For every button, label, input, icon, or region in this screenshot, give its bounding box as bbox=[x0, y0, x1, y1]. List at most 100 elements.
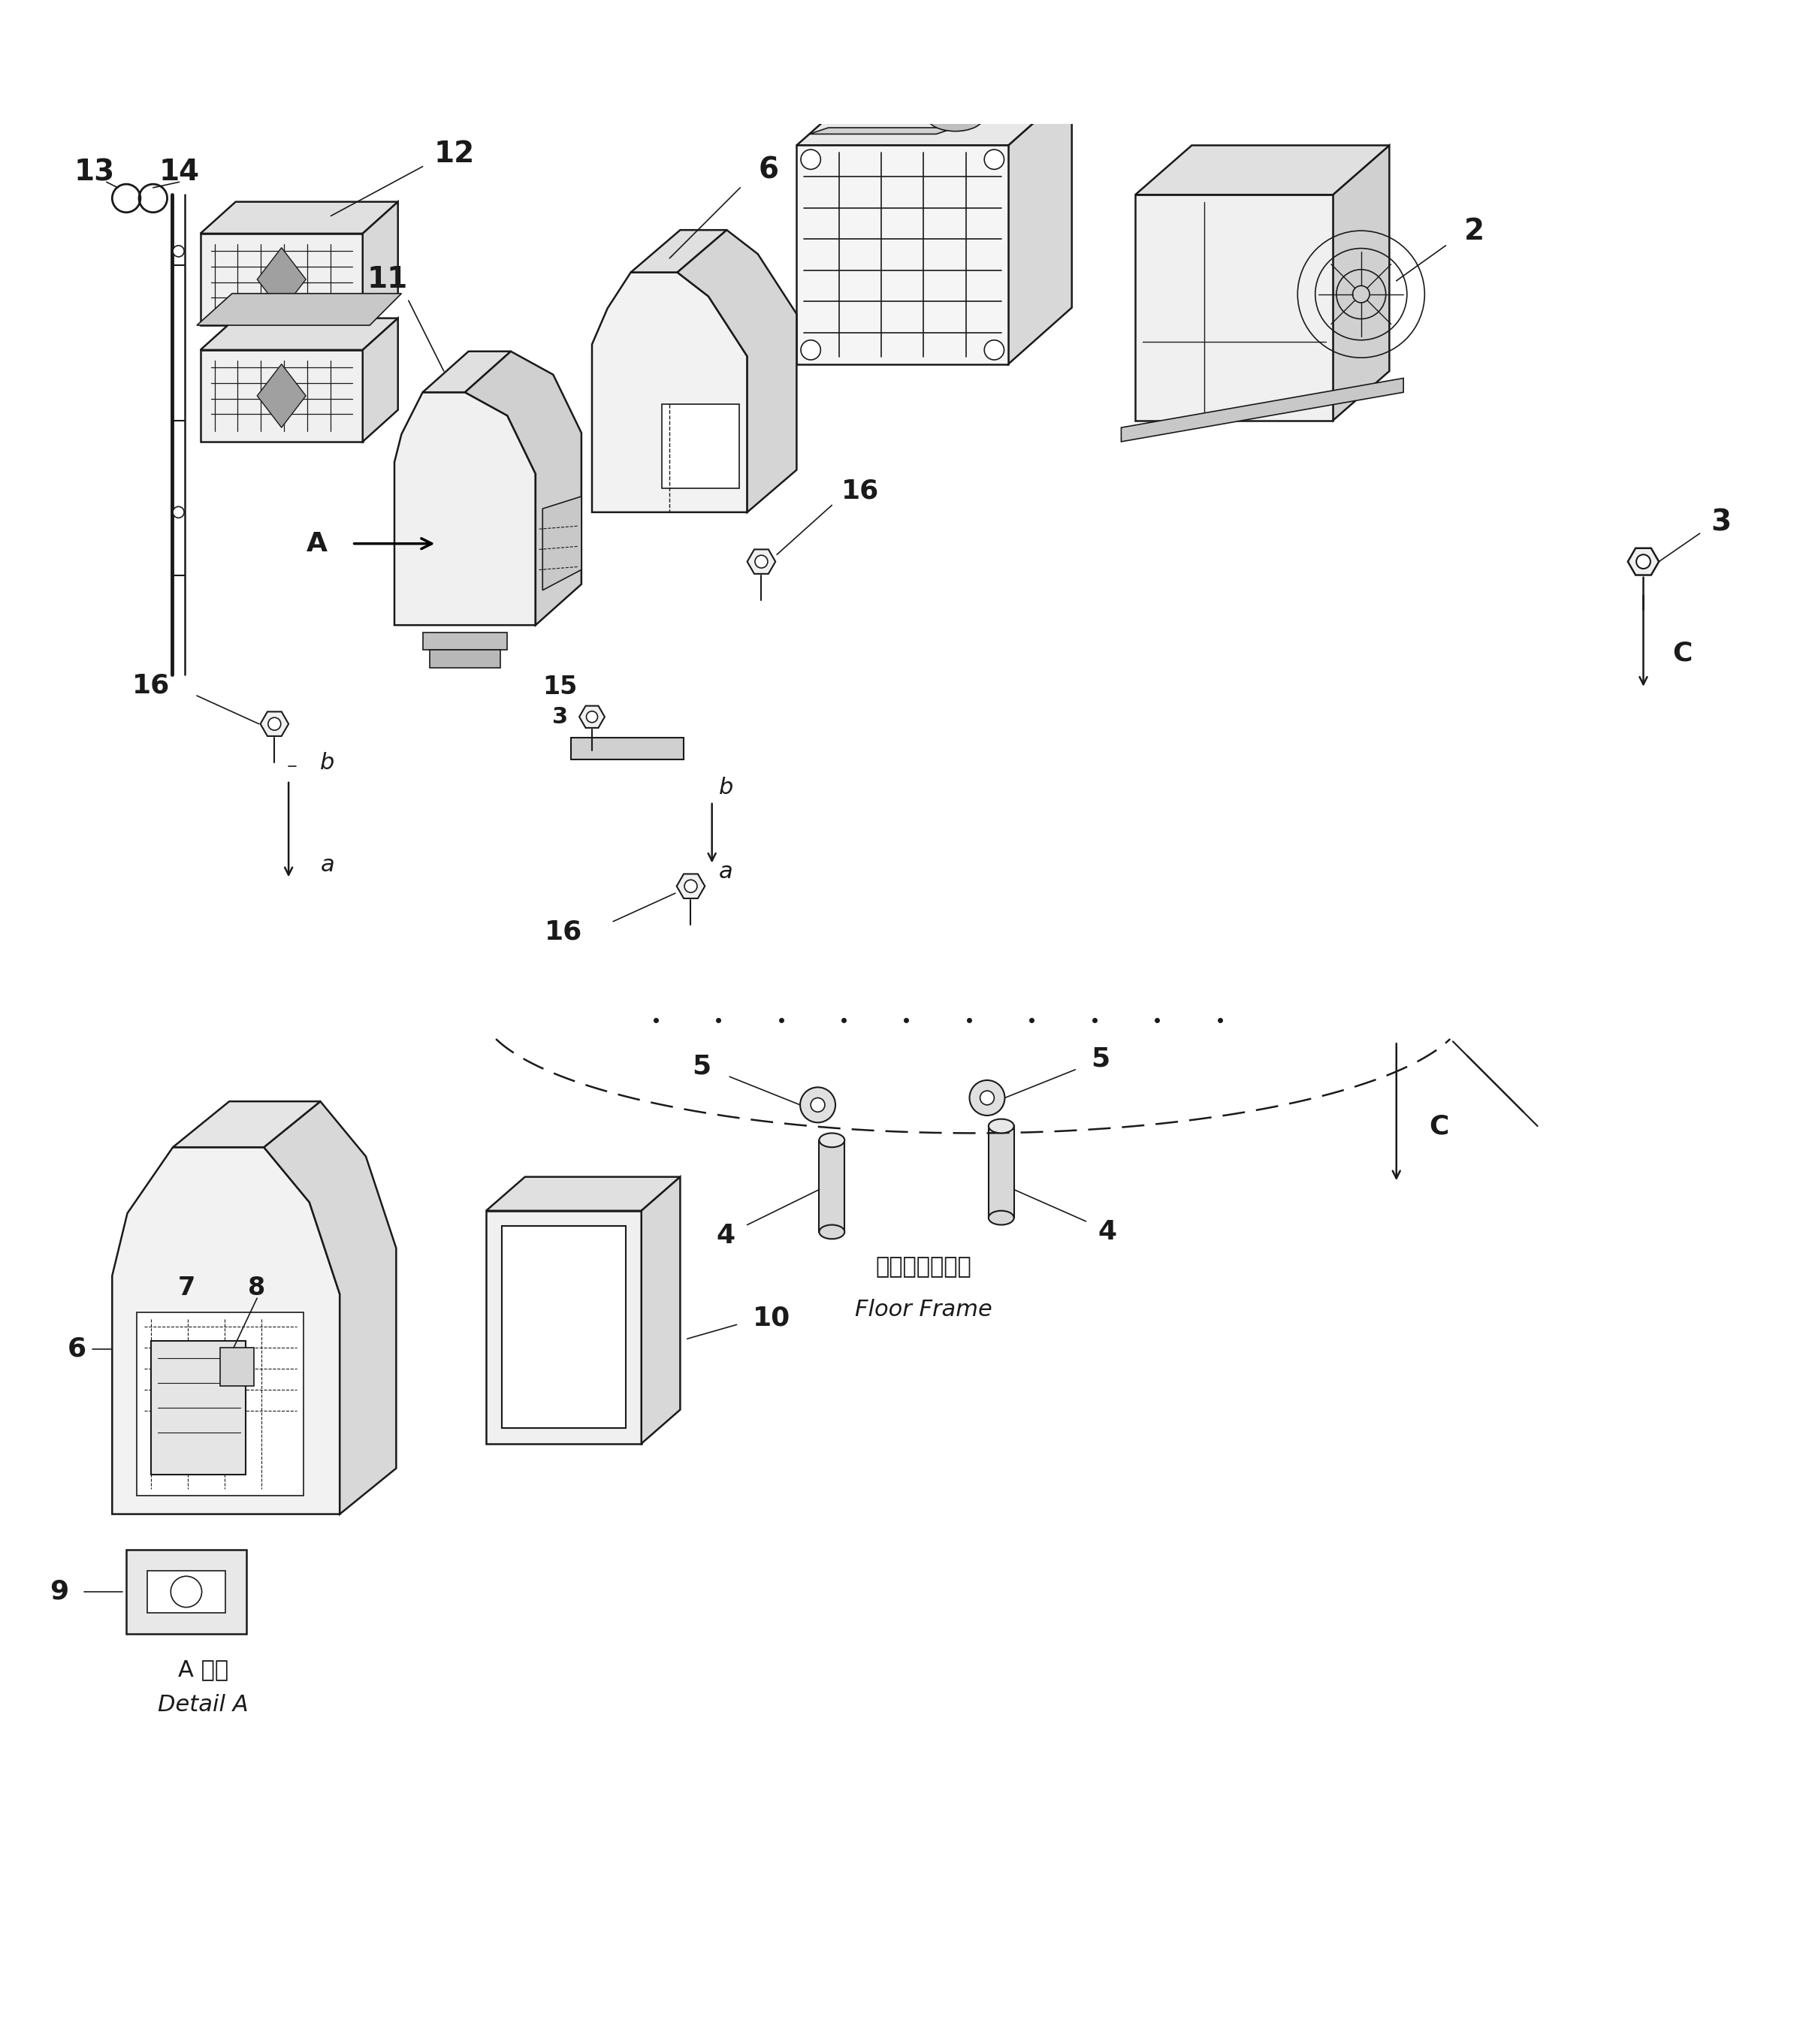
Text: 4: 4 bbox=[716, 1222, 736, 1249]
Circle shape bbox=[1636, 554, 1651, 568]
Circle shape bbox=[801, 339, 821, 360]
Text: 10: 10 bbox=[752, 1304, 790, 1331]
Text: Floor Frame: Floor Frame bbox=[855, 1298, 992, 1320]
Polygon shape bbox=[265, 1102, 396, 1515]
Text: 15: 15 bbox=[544, 675, 578, 699]
Text: 11: 11 bbox=[367, 266, 409, 294]
Polygon shape bbox=[464, 352, 581, 625]
Ellipse shape bbox=[988, 1118, 1013, 1132]
Polygon shape bbox=[200, 319, 398, 350]
Ellipse shape bbox=[927, 102, 983, 131]
Text: 16: 16 bbox=[545, 920, 583, 944]
Text: A 詳細: A 詳細 bbox=[178, 1658, 229, 1680]
Text: 7: 7 bbox=[178, 1275, 196, 1300]
Polygon shape bbox=[1627, 548, 1660, 574]
Text: 2: 2 bbox=[1463, 217, 1485, 245]
Circle shape bbox=[173, 245, 184, 258]
Bar bbox=[1170, 266, 1228, 286]
Polygon shape bbox=[630, 231, 727, 272]
Polygon shape bbox=[641, 1177, 680, 1443]
Circle shape bbox=[268, 717, 281, 730]
Circle shape bbox=[173, 507, 184, 517]
Text: a: a bbox=[320, 854, 335, 877]
Text: 16: 16 bbox=[841, 478, 878, 503]
Polygon shape bbox=[662, 405, 740, 489]
Text: 3: 3 bbox=[1710, 509, 1732, 538]
Polygon shape bbox=[747, 550, 776, 574]
Polygon shape bbox=[200, 233, 362, 325]
Polygon shape bbox=[677, 231, 797, 513]
Ellipse shape bbox=[819, 1224, 844, 1239]
Polygon shape bbox=[988, 1126, 1013, 1218]
Polygon shape bbox=[173, 1102, 320, 1147]
Text: 8: 8 bbox=[248, 1275, 266, 1300]
Polygon shape bbox=[112, 1147, 340, 1515]
Polygon shape bbox=[819, 1141, 844, 1233]
Polygon shape bbox=[261, 711, 288, 736]
Polygon shape bbox=[200, 202, 398, 233]
Polygon shape bbox=[810, 127, 956, 135]
Circle shape bbox=[979, 1091, 994, 1106]
Polygon shape bbox=[797, 88, 1071, 145]
Text: 14: 14 bbox=[158, 157, 200, 186]
Polygon shape bbox=[1121, 378, 1404, 442]
Text: 6: 6 bbox=[67, 1337, 86, 1361]
Polygon shape bbox=[126, 1549, 247, 1633]
Polygon shape bbox=[220, 1347, 254, 1386]
Polygon shape bbox=[430, 650, 500, 668]
Text: 12: 12 bbox=[434, 139, 475, 168]
Circle shape bbox=[171, 1576, 202, 1607]
Polygon shape bbox=[151, 1341, 245, 1474]
Polygon shape bbox=[137, 1312, 304, 1496]
Text: 5: 5 bbox=[1091, 1047, 1109, 1071]
Polygon shape bbox=[257, 247, 306, 311]
Polygon shape bbox=[677, 875, 706, 899]
Polygon shape bbox=[1008, 88, 1071, 364]
Text: A: A bbox=[306, 531, 328, 556]
Polygon shape bbox=[362, 319, 398, 442]
Circle shape bbox=[801, 149, 821, 170]
Polygon shape bbox=[502, 1226, 626, 1429]
Circle shape bbox=[587, 711, 598, 722]
Polygon shape bbox=[1136, 145, 1390, 194]
Text: b: b bbox=[718, 777, 733, 799]
Text: 6: 6 bbox=[758, 155, 779, 184]
Text: 4: 4 bbox=[1098, 1218, 1116, 1245]
Polygon shape bbox=[362, 202, 398, 325]
Circle shape bbox=[985, 339, 1004, 360]
Text: a: a bbox=[718, 861, 733, 883]
Circle shape bbox=[684, 879, 697, 893]
Text: 3: 3 bbox=[553, 705, 569, 728]
Polygon shape bbox=[257, 364, 306, 427]
Text: 9: 9 bbox=[50, 1578, 68, 1605]
Circle shape bbox=[970, 1079, 1004, 1116]
Circle shape bbox=[985, 149, 1004, 170]
Polygon shape bbox=[797, 145, 1008, 364]
Text: C: C bbox=[1429, 1114, 1449, 1139]
Circle shape bbox=[801, 1087, 835, 1122]
Circle shape bbox=[754, 556, 767, 568]
Polygon shape bbox=[423, 632, 508, 650]
Polygon shape bbox=[592, 272, 747, 513]
Polygon shape bbox=[200, 350, 362, 442]
Text: 16: 16 bbox=[131, 672, 169, 697]
Polygon shape bbox=[196, 294, 401, 325]
Text: 13: 13 bbox=[74, 157, 115, 186]
Polygon shape bbox=[486, 1210, 641, 1443]
Text: Detail A: Detail A bbox=[158, 1694, 248, 1715]
Polygon shape bbox=[423, 352, 511, 392]
Text: b: b bbox=[320, 752, 335, 773]
Bar bbox=[1170, 350, 1228, 372]
Polygon shape bbox=[394, 392, 536, 625]
Polygon shape bbox=[486, 1177, 680, 1210]
Ellipse shape bbox=[819, 1132, 844, 1147]
Polygon shape bbox=[542, 497, 581, 591]
Text: C: C bbox=[1672, 640, 1692, 666]
Text: フロアフレーム: フロアフレーム bbox=[875, 1257, 972, 1278]
Polygon shape bbox=[148, 1570, 225, 1613]
Polygon shape bbox=[1136, 194, 1332, 421]
Ellipse shape bbox=[988, 1210, 1013, 1224]
Text: 1: 1 bbox=[995, 0, 1017, 4]
Polygon shape bbox=[1332, 145, 1390, 421]
Polygon shape bbox=[580, 705, 605, 728]
